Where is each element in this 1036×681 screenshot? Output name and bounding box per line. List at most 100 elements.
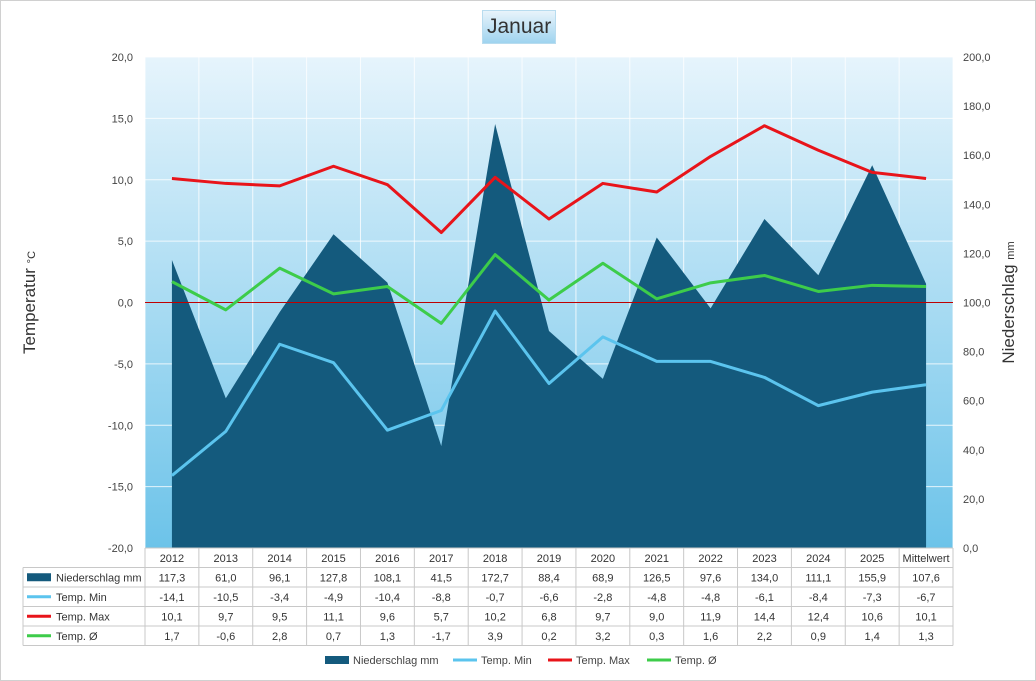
table-cell-value: 10,1	[915, 611, 936, 623]
table-cell-value: -6,1	[755, 592, 774, 604]
table-cell-value: 0,3	[649, 631, 664, 643]
category-label: 2014	[267, 553, 291, 565]
table-cell-value: -8,4	[809, 592, 828, 604]
table-series-name: Temp. Ø	[56, 631, 98, 643]
y-right-tick-label: 180,0	[963, 101, 991, 113]
table-cell-value: 155,9	[858, 572, 886, 584]
table-cell-value: 41,5	[431, 572, 452, 584]
table-cell-value: 14,4	[754, 611, 775, 623]
y-left-tick-label: -20,0	[108, 543, 133, 555]
y-right-tick-label: 60,0	[963, 396, 984, 408]
table-cell-value: 134,0	[751, 572, 779, 584]
table-cell-value: 3,2	[595, 631, 610, 643]
table-cell-value: 9,7	[218, 611, 233, 623]
table-cell-value: 10,2	[484, 611, 505, 623]
category-label: 2024	[806, 553, 830, 565]
category-label: 2017	[429, 553, 453, 565]
category-label: 2013	[214, 553, 238, 565]
y-right-tick-label: 40,0	[963, 445, 984, 457]
table-cell-value: 10,1	[161, 611, 182, 623]
y-right-tick-label: 140,0	[963, 199, 991, 211]
table-cell-value: -8,8	[432, 592, 451, 604]
table-cell-value: 61,0	[215, 572, 236, 584]
legend-key-area	[325, 656, 349, 664]
table-series-name: Temp. Min	[56, 592, 107, 604]
table-cell-value: 5,7	[434, 611, 449, 623]
y-left-axis-title: Temperatur °C	[20, 251, 39, 354]
table-cell-value: 10,6	[861, 611, 882, 623]
table-cell-value: 2,2	[757, 631, 772, 643]
table-cell-value: 9,5	[272, 611, 287, 623]
table-cell-value: 11,1	[323, 611, 344, 623]
y-left-tick-label: -5,0	[114, 359, 133, 371]
series-line-1	[171, 124, 927, 235]
series-line-0	[170, 309, 927, 477]
table-cell-value: -14,1	[159, 592, 184, 604]
table-cell-value: -1,7	[432, 631, 451, 643]
y-right-tick-label: 20,0	[963, 494, 984, 506]
y-right-tick-label: 120,0	[963, 248, 991, 260]
table-cell-value: 2,8	[272, 631, 287, 643]
table-cell-value: 0,7	[326, 631, 341, 643]
table-cell-value: -7,3	[863, 592, 882, 604]
category-label: 2020	[591, 553, 615, 565]
table-cell-value: -3,4	[270, 592, 289, 604]
table-cell-value: 1,3	[918, 631, 933, 643]
table-cell-value: 0,2	[541, 631, 556, 643]
table-cell-value: 1,6	[703, 631, 718, 643]
y-left-tick-label: 20,0	[112, 52, 133, 64]
category-label: 2022	[698, 553, 722, 565]
category-label: 2012	[160, 553, 184, 565]
table-cell-value: -0,6	[216, 631, 235, 643]
table-cell-value: 68,9	[592, 572, 613, 584]
legend-entry-label: Temp. Min	[481, 655, 532, 667]
table-cell-value: -10,5	[213, 592, 238, 604]
table-cell-value: 127,8	[320, 572, 348, 584]
table-cell-value: 1,3	[380, 631, 395, 643]
table-legend-key-area	[27, 573, 51, 582]
legend-entry-label: Temp. Ø	[675, 655, 717, 667]
y-right-tick-label: 100,0	[963, 298, 991, 310]
table-cell-value: 9,7	[595, 611, 610, 623]
table-cell-value: -4,8	[647, 592, 666, 604]
table-cell-value: 3,9	[487, 631, 502, 643]
y-left-tick-label: 5,0	[118, 236, 133, 248]
table-cell-value: 1,4	[865, 631, 880, 643]
y-right-tick-label: 160,0	[963, 150, 991, 162]
table-cell-value: -2,8	[593, 592, 612, 604]
table-cell-value: 0,9	[811, 631, 826, 643]
table-series-name: Niederschlag mm	[56, 572, 142, 584]
category-label: 2021	[644, 553, 668, 565]
table-cell-value: 12,4	[808, 611, 829, 623]
table-cell-value: 9,6	[380, 611, 395, 623]
category-label: 2025	[860, 553, 884, 565]
table-cell-value: 111,1	[805, 572, 831, 584]
table-cell-value: 96,1	[269, 572, 290, 584]
y-right-tick-label: 0,0	[963, 543, 978, 555]
table-cell-value: 108,1	[374, 572, 402, 584]
table-cell-value: -6,7	[917, 592, 936, 604]
table-cell-value: 97,6	[700, 572, 721, 584]
y-left-tick-label: -10,0	[108, 420, 133, 432]
y-right-axis-unit: mm	[1005, 241, 1017, 259]
table-series-name: Temp. Max	[56, 611, 110, 623]
y-left-tick-label: 10,0	[112, 175, 133, 187]
table-cell-value: 117,3	[159, 572, 186, 584]
table-cell-value: 1,7	[164, 631, 179, 643]
table-cell-value: 126,5	[643, 572, 671, 584]
y-left-tick-label: 0,0	[118, 298, 133, 310]
table-cell-value: -0,7	[486, 592, 505, 604]
series-line-2	[171, 253, 927, 325]
chart-title: Januar	[482, 10, 557, 44]
table-cell-value: -4,9	[324, 592, 343, 604]
table-cell-value: -4,8	[701, 592, 720, 604]
table-cell-value: 11,9	[700, 611, 721, 623]
y-right-tick-label: 80,0	[963, 347, 984, 359]
legend-entry-label: Niederschlag mm	[353, 655, 439, 667]
table-cell-value: -6,6	[540, 592, 559, 604]
table-cell-value: 9,0	[649, 611, 664, 623]
legend-entry-label: Temp. Max	[576, 655, 630, 667]
table-cell-value: 88,4	[538, 572, 559, 584]
category-label: 2019	[537, 553, 561, 565]
